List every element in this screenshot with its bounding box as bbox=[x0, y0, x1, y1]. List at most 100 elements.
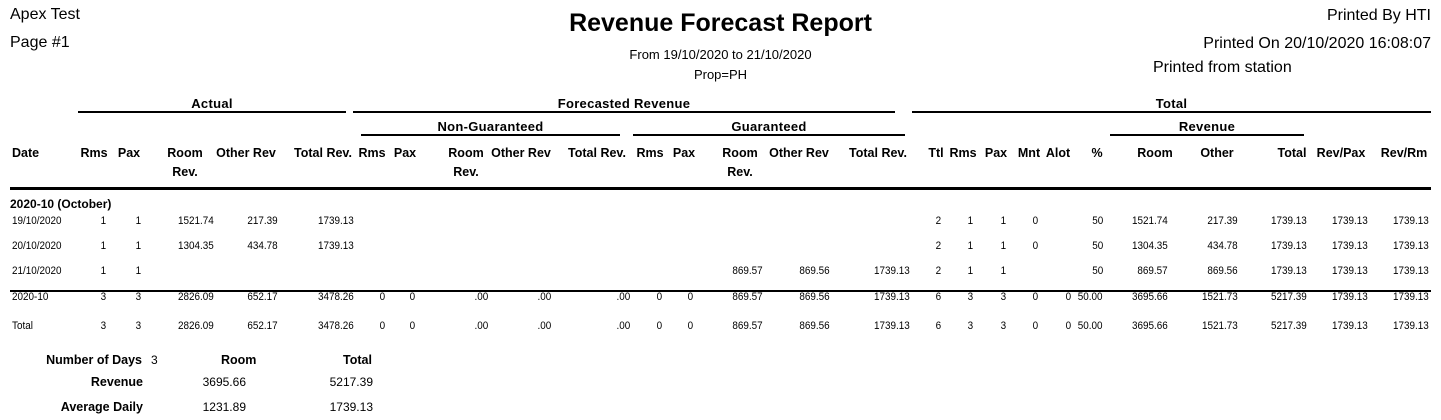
divider bbox=[633, 134, 905, 136]
column-header: Room Rev. bbox=[167, 146, 203, 179]
cell-value: 1 bbox=[100, 240, 106, 252]
days-value: 3 bbox=[151, 353, 158, 367]
printed-by: Printed By HTI bbox=[1326, 7, 1431, 24]
cell-value: 0 bbox=[379, 320, 385, 332]
cell-value: 1739.13 bbox=[1332, 215, 1368, 227]
cell-value: 434.78 bbox=[1207, 240, 1238, 252]
cell-value: 0 bbox=[656, 291, 662, 303]
group-forecasted: Forecasted Revenue bbox=[557, 96, 691, 111]
cell-value: 434.78 bbox=[247, 240, 278, 252]
cell-value: 869.57 bbox=[732, 291, 763, 303]
cell-value: 1739.13 bbox=[1332, 320, 1368, 332]
cell-value: 6 bbox=[935, 320, 941, 332]
cell-value: 869.57 bbox=[1137, 265, 1168, 277]
cell-value: 5217.39 bbox=[1271, 320, 1307, 332]
cell-value: 1 bbox=[967, 215, 973, 227]
cell-value: 0 bbox=[1065, 291, 1071, 303]
row-date: 2020-10 bbox=[12, 291, 49, 303]
cell-value: 869.57 bbox=[732, 265, 763, 277]
date-range: From 19/10/2020 to 21/10/2020 bbox=[629, 47, 812, 62]
cell-value: 0 bbox=[687, 320, 693, 332]
cell-value: 0 bbox=[379, 291, 385, 303]
avg-room: 1231.89 bbox=[202, 400, 246, 414]
cell-value: 217.39 bbox=[247, 215, 278, 227]
cell-value: 1739.13 bbox=[318, 215, 354, 227]
cell-value: 50 bbox=[1091, 215, 1103, 227]
cell-value: 1739.13 bbox=[1271, 265, 1307, 277]
cell-value: 3 bbox=[100, 291, 106, 303]
column-header: Room Rev. bbox=[448, 146, 484, 179]
cell-value: 1739.13 bbox=[1332, 240, 1368, 252]
cell-value: 3478.26 bbox=[318, 291, 354, 303]
cell-value: 1 bbox=[1000, 265, 1006, 277]
cell-value: 1739.13 bbox=[1393, 240, 1429, 252]
cell-value: 869.56 bbox=[799, 320, 830, 332]
page-number: Page #1 bbox=[10, 34, 70, 51]
group-non-guaranteed: Non-Guaranteed bbox=[437, 119, 544, 134]
column-header: Room Rev. bbox=[722, 146, 758, 179]
cell-value: 1739.13 bbox=[1271, 240, 1307, 252]
cell-value: 0 bbox=[1032, 215, 1038, 227]
column-header: Pax bbox=[672, 146, 696, 160]
cell-value: .00 bbox=[616, 291, 630, 303]
column-header: Total Rev. bbox=[849, 146, 907, 160]
cell-value: 217.39 bbox=[1207, 215, 1238, 227]
cell-value: 869.57 bbox=[732, 320, 763, 332]
divider bbox=[78, 111, 346, 113]
column-header: Rev/Pax bbox=[1316, 146, 1366, 160]
cell-value: 1739.13 bbox=[1393, 320, 1429, 332]
cell-value: 1739.13 bbox=[1332, 291, 1368, 303]
cell-value: 1521.73 bbox=[1202, 320, 1238, 332]
cell-value: 1 bbox=[967, 265, 973, 277]
row-date: 20/10/2020 bbox=[12, 240, 62, 252]
cell-value: 1739.13 bbox=[874, 320, 910, 332]
group-revenue: Revenue bbox=[1178, 119, 1236, 134]
cell-value: .00 bbox=[537, 320, 551, 332]
cell-value: 3 bbox=[967, 320, 973, 332]
column-header: Mnt bbox=[1017, 146, 1041, 160]
cell-value: 0 bbox=[687, 291, 693, 303]
cell-value: 0 bbox=[1032, 320, 1038, 332]
cell-value: 0 bbox=[1032, 291, 1038, 303]
group-guaranteed: Guaranteed bbox=[731, 119, 807, 134]
property: Prop=PH bbox=[693, 67, 748, 82]
column-header: Pax bbox=[117, 146, 141, 160]
column-header: Total bbox=[1277, 146, 1307, 160]
column-header: Rev/Rm bbox=[1380, 146, 1428, 160]
cell-value: 1304.35 bbox=[1132, 240, 1168, 252]
cell-value: 1 bbox=[100, 265, 106, 277]
cell-value: 0 bbox=[409, 291, 415, 303]
revenue-label: Revenue bbox=[90, 375, 143, 389]
column-header: Total Rev. bbox=[294, 146, 352, 160]
cell-value: .00 bbox=[474, 320, 488, 332]
cell-value: 2 bbox=[935, 265, 941, 277]
cell-value: 0 bbox=[409, 320, 415, 332]
cell-value: 1739.13 bbox=[1393, 291, 1429, 303]
cell-value: 1 bbox=[1000, 240, 1006, 252]
divider bbox=[1110, 134, 1304, 136]
cell-value: 6 bbox=[935, 291, 941, 303]
column-header: Rms bbox=[636, 146, 664, 160]
cell-value: .00 bbox=[474, 291, 488, 303]
cell-value: 0 bbox=[1032, 240, 1038, 252]
cell-value: 1 bbox=[135, 240, 141, 252]
cell-value: 1304.35 bbox=[178, 240, 214, 252]
cell-value: 3 bbox=[100, 320, 106, 332]
cell-value: 50 bbox=[1091, 265, 1103, 277]
row-date: Total bbox=[12, 320, 33, 332]
cell-value: 1521.74 bbox=[178, 215, 214, 227]
cell-value: 0 bbox=[1065, 320, 1071, 332]
cell-value: 1 bbox=[967, 240, 973, 252]
cell-value: 652.17 bbox=[247, 320, 278, 332]
divider bbox=[353, 111, 895, 113]
avg-total: 1739.13 bbox=[329, 400, 373, 414]
cell-value: 869.56 bbox=[799, 291, 830, 303]
column-header: Alot bbox=[1045, 146, 1071, 160]
cell-value: 1739.13 bbox=[1393, 265, 1429, 277]
column-header: Rms bbox=[949, 146, 977, 160]
group-actual: Actual bbox=[191, 96, 233, 111]
cell-value: 1521.73 bbox=[1202, 291, 1238, 303]
column-header: Other Rev bbox=[491, 146, 551, 160]
header-rule bbox=[10, 187, 1431, 190]
